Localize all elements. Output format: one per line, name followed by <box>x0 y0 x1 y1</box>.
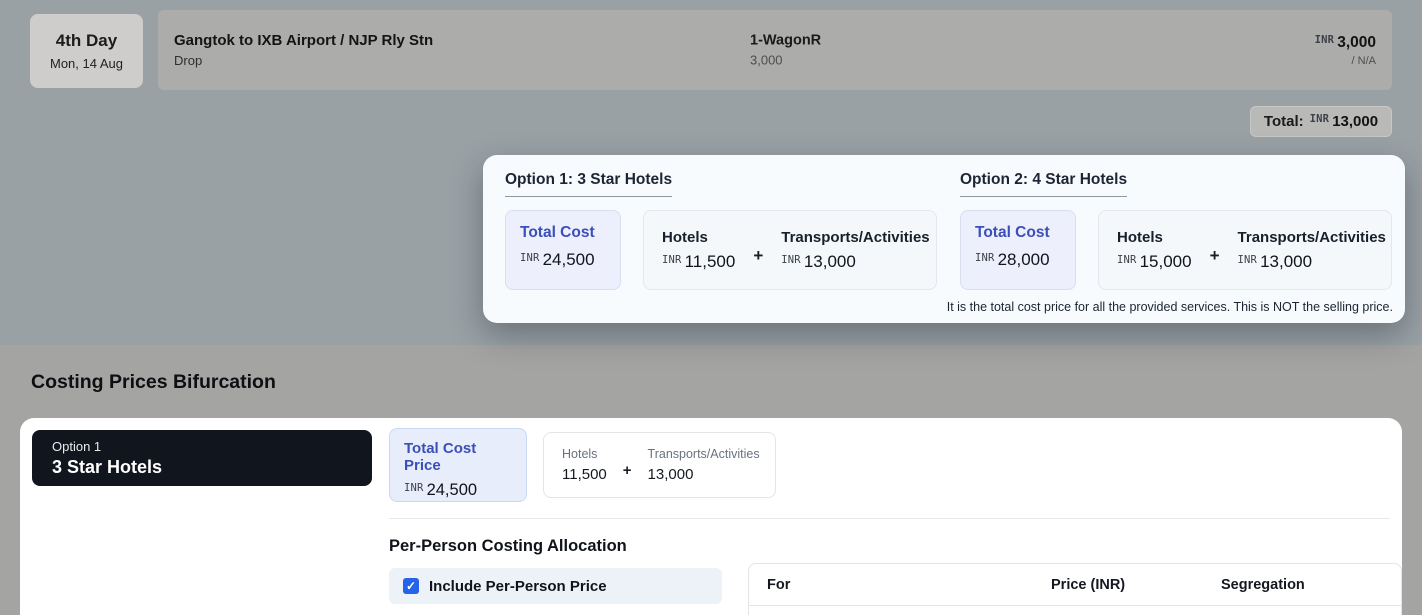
plus-sign: + <box>1209 246 1220 265</box>
total-badge: Total: INR 13,000 <box>1250 106 1392 137</box>
amount-value: 3,000 <box>1337 33 1376 51</box>
total-amount: INR 13,000 <box>1310 113 1378 130</box>
transports-amount: 13,000 <box>647 466 694 483</box>
option-2-total-cost-box: Total Cost INR 28,000 <box>960 210 1076 290</box>
plus-sign: + <box>622 461 632 479</box>
transports-block: Transports/Activities INR 13,000 <box>1238 229 1386 272</box>
currency-label: INR <box>1309 113 1330 125</box>
table-header-price: Price (INR) <box>1051 576 1126 593</box>
item-vehicle: 1-WagonR 3,000 <box>750 33 821 68</box>
option-1-heading: Option 1: 3 Star Hotels <box>505 171 673 197</box>
checkbox-label: Include Per-Person Price <box>429 577 607 595</box>
currency-label: INR <box>1237 253 1258 266</box>
total-cost-value: INR 24,500 <box>520 250 606 270</box>
table-header-segregation: Segregation <box>1221 576 1305 593</box>
transports-amount: 13,000 <box>1260 251 1313 271</box>
total-cost-price-amount: 24,500 <box>426 481 478 499</box>
total-cost-value: INR 28,000 <box>975 250 1061 270</box>
include-per-person-toggle[interactable]: ✓ Include Per-Person Price <box>389 568 722 604</box>
transports-label: Transports/Activities <box>781 228 930 246</box>
table-header-for: For <box>767 576 791 593</box>
option-2-breakdown-box: Hotels INR 15,000 + Transports/Activities… <box>1098 210 1392 290</box>
total-cost-price-value: INR 24,500 <box>404 481 512 500</box>
currency-label: INR <box>404 482 424 494</box>
currency-label: INR <box>975 252 995 264</box>
hotels-block: Hotels INR 11,500 <box>662 229 735 272</box>
total-cost-amount: 28,000 <box>997 250 1050 269</box>
option-2-heading: Option 2: 4 Star Hotels <box>960 171 1128 197</box>
item-main: Gangtok to IXB Airport / NJP Rly Stn Dro… <box>174 32 433 68</box>
option-1-total-cost-box: Total Cost INR 24,500 <box>505 210 621 290</box>
itinerary-item-row[interactable]: Gangtok to IXB Airport / NJP Rly Stn Dro… <box>158 10 1392 90</box>
currency-label: INR <box>662 253 682 266</box>
currency-label: INR <box>520 252 540 264</box>
per-person-table: For Price (INR) Segregation <box>748 563 1402 615</box>
hotels-block: Hotels 11,500 <box>562 447 607 483</box>
hotels-amount: 11,500 <box>562 466 607 483</box>
hotels-value: INR 11,500 <box>662 252 735 272</box>
table-header-row: For Price (INR) Segregation <box>749 564 1401 606</box>
options-summary-popover: Option 1: 3 Star Hotels Total Cost INR 24… <box>483 155 1405 323</box>
item-amount-value: INR 3,000 <box>1315 34 1376 52</box>
option-2-boxes: Total Cost INR 28,000 Hotels INR 15,000 + … <box>960 210 1392 290</box>
plus-sign: + <box>753 246 764 265</box>
vehicle-name: 1-WagonR <box>750 32 822 49</box>
option-1-breakdown-box: Hotels INR 11,500 + Transports/Activities… <box>643 210 937 290</box>
total-cost-price-label: Total Cost Price <box>404 440 477 474</box>
total-cost-price-box: Total Cost Price INR 24,500 <box>389 428 527 502</box>
hotels-label: Hotels <box>1117 228 1163 246</box>
currency-label: INR <box>1117 253 1137 266</box>
transports-value: INR 13,000 <box>1238 252 1386 272</box>
cost-price-note: It is the total cost price for all the p… <box>946 300 1393 314</box>
option-1-tab[interactable]: Option 1 3 Star Hotels <box>32 430 372 486</box>
total-cost-label: Total Cost <box>520 224 595 241</box>
item-amount: INR 3,000 / N/A <box>1315 34 1376 67</box>
transports-block: Transports/Activities INR 13,000 <box>781 229 929 272</box>
day-badge: 4th Day Mon, 14 Aug <box>30 14 143 88</box>
transports-label: Transports/Activities <box>647 447 760 461</box>
checkbox-checked-icon[interactable]: ✓ <box>403 578 419 594</box>
transports-block: Transports/Activities 13,000 <box>648 447 760 483</box>
currency-label: INR <box>1314 33 1335 46</box>
vehicle-price: 3,000 <box>750 52 783 68</box>
per-person-heading: Per-Person Costing Allocation <box>389 537 627 555</box>
day-date: Mon, 14 Aug <box>50 56 123 71</box>
hotels-label: Hotels <box>662 228 708 246</box>
currency-label: INR <box>781 253 801 266</box>
day-label: 4th Day <box>55 31 118 50</box>
option-2-column: Option 2: 4 Star Hotels Total Cost INR 28… <box>960 171 1392 290</box>
total-cost-label: Total Cost <box>975 224 1050 241</box>
item-subtitle: Drop <box>174 53 203 68</box>
hotels-label: Hotels <box>562 447 598 461</box>
breakdown-box: Hotels 11,500 + Transports/Activities 13… <box>543 432 776 498</box>
total-label: Total: <box>1263 113 1304 130</box>
transports-amount: 13,000 <box>803 251 856 271</box>
option-tab-kicker: Option 1 <box>52 439 102 454</box>
total-amount-value: 13,000 <box>1332 113 1379 130</box>
option-1-boxes: Total Cost INR 24,500 Hotels INR 11,500 + … <box>505 210 937 290</box>
transports-value: INR 13,000 <box>781 252 929 272</box>
divider <box>389 518 1390 519</box>
option-1-column: Option 1: 3 Star Hotels Total Cost INR 24… <box>505 171 937 290</box>
option-tab-name: 3 Star Hotels <box>52 457 163 477</box>
costing-bifurcation-card: Option 1 3 Star Hotels Total Cost Price … <box>20 418 1402 615</box>
hotels-amount: 15,000 <box>1139 251 1192 271</box>
item-title: Gangtok to IXB Airport / NJP Rly Stn <box>174 32 434 49</box>
hotels-value: INR 15,000 <box>1117 252 1192 272</box>
total-cost-amount: 24,500 <box>542 250 595 269</box>
page-title: Costing Prices Bifurcation <box>31 371 276 393</box>
item-amount-per: / N/A <box>1351 54 1376 67</box>
hotels-amount: 11,500 <box>684 251 736 271</box>
hotels-block: Hotels INR 15,000 <box>1117 229 1192 272</box>
transports-label: Transports/Activities <box>1237 228 1386 246</box>
